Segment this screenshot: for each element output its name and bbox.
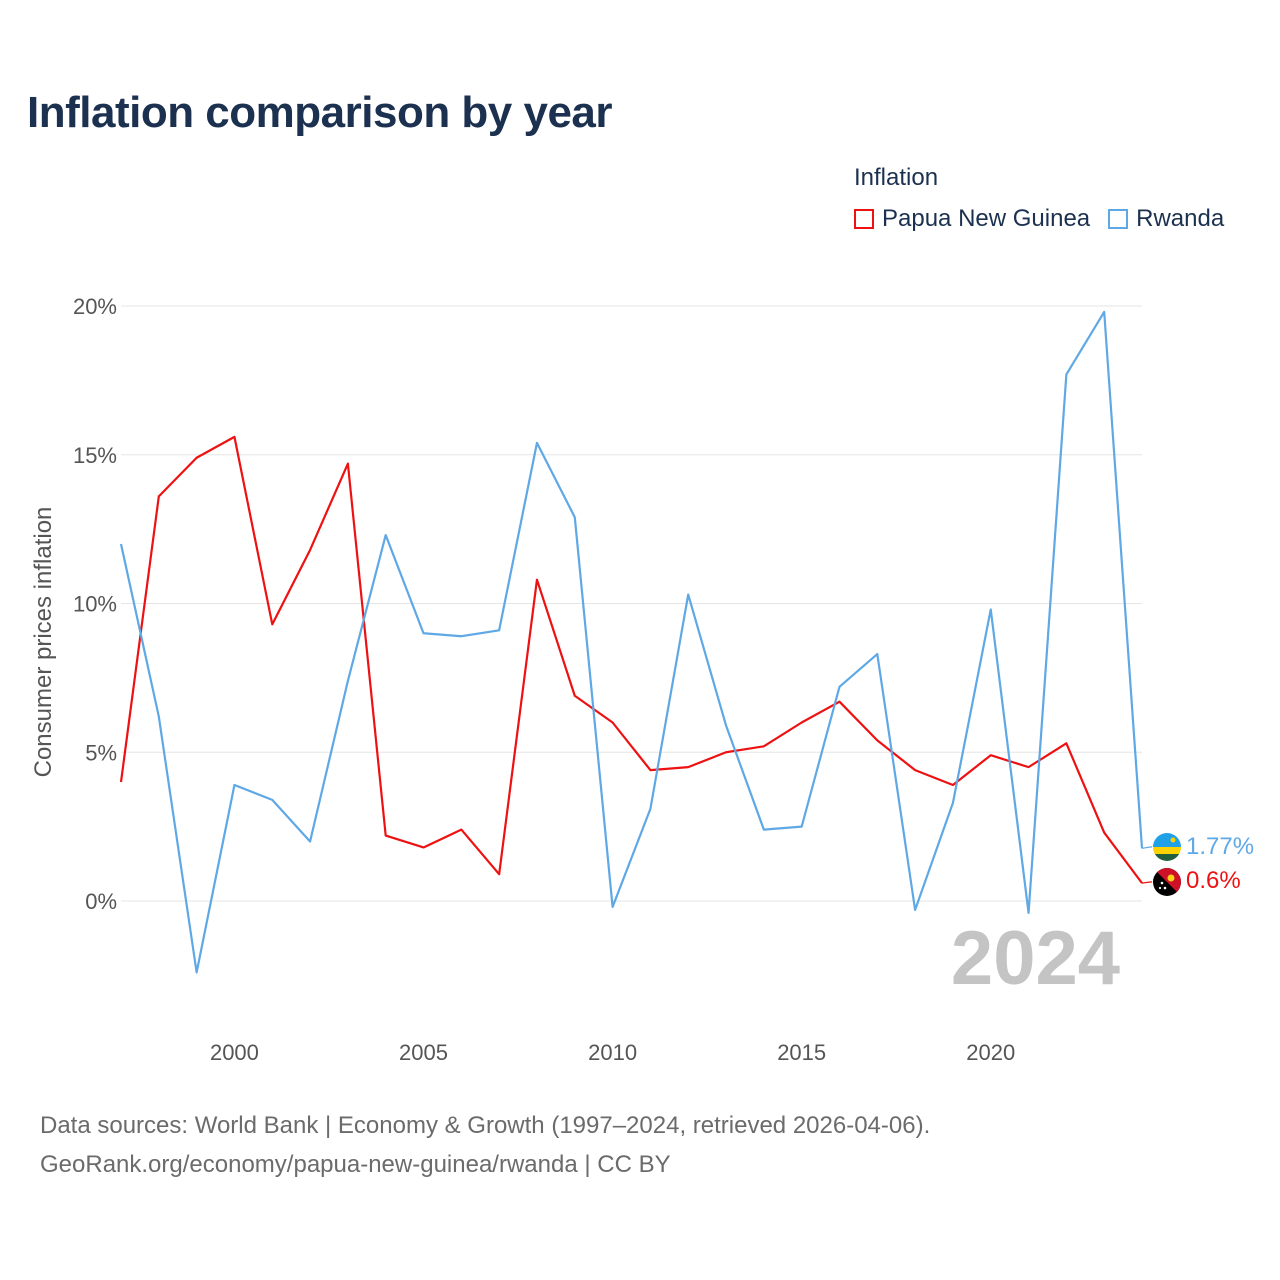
y-tick-label: 10% <box>73 592 117 617</box>
footer: Data sources: World Bank | Economy & Gro… <box>40 1106 930 1184</box>
x-tick-label: 2000 <box>210 1040 259 1065</box>
x-tick-label: 2015 <box>777 1040 826 1065</box>
series-line-rwanda[interactable] <box>119 310 1144 974</box>
x-tick-label: 2005 <box>399 1040 448 1065</box>
footer-url: GeoRank.org/economy/papua-new-guinea/rwa… <box>40 1151 671 1178</box>
legend-swatch-papua-new-guinea <box>854 209 874 229</box>
x-tick-label: 2020 <box>966 1040 1015 1065</box>
chart-title: Inflation comparison by year <box>27 88 613 137</box>
end-connector <box>1141 881 1152 884</box>
y-tick-label: 5% <box>85 740 117 765</box>
end-value-label: 1.77% <box>1186 833 1254 860</box>
year-watermark: 2024 <box>951 916 1120 1001</box>
legend: Papua New Guinea Rwanda <box>854 205 1242 233</box>
legend-label-rwanda: Rwanda <box>1136 205 1225 232</box>
y-axis-title: Consumer prices inflation <box>30 507 57 778</box>
rwanda-flag-icon <box>1153 833 1181 861</box>
footer-source: Data sources: World Bank | Economy & Gro… <box>40 1112 931 1139</box>
legend-title: Inflation <box>854 164 939 191</box>
legend-item-papua-new-guinea[interactable]: Papua New Guinea <box>854 205 1090 233</box>
end-value-label: 0.6% <box>1186 867 1241 894</box>
y-tick-label: 15% <box>73 443 117 468</box>
end-connector <box>1141 846 1152 849</box>
y-tick-label: 20% <box>73 294 117 319</box>
y-tick-label: 0% <box>85 889 117 914</box>
x-tick-label: 2010 <box>588 1040 637 1065</box>
legend-swatch-rwanda <box>1108 209 1129 229</box>
legend-label-papua-new-guinea: Papua New Guinea <box>882 205 1091 232</box>
papua-new-guinea-flag-icon <box>1153 868 1181 896</box>
series-line-papua-new-guinea[interactable] <box>119 435 1143 884</box>
legend-item-rwanda[interactable]: Rwanda <box>1108 205 1224 233</box>
